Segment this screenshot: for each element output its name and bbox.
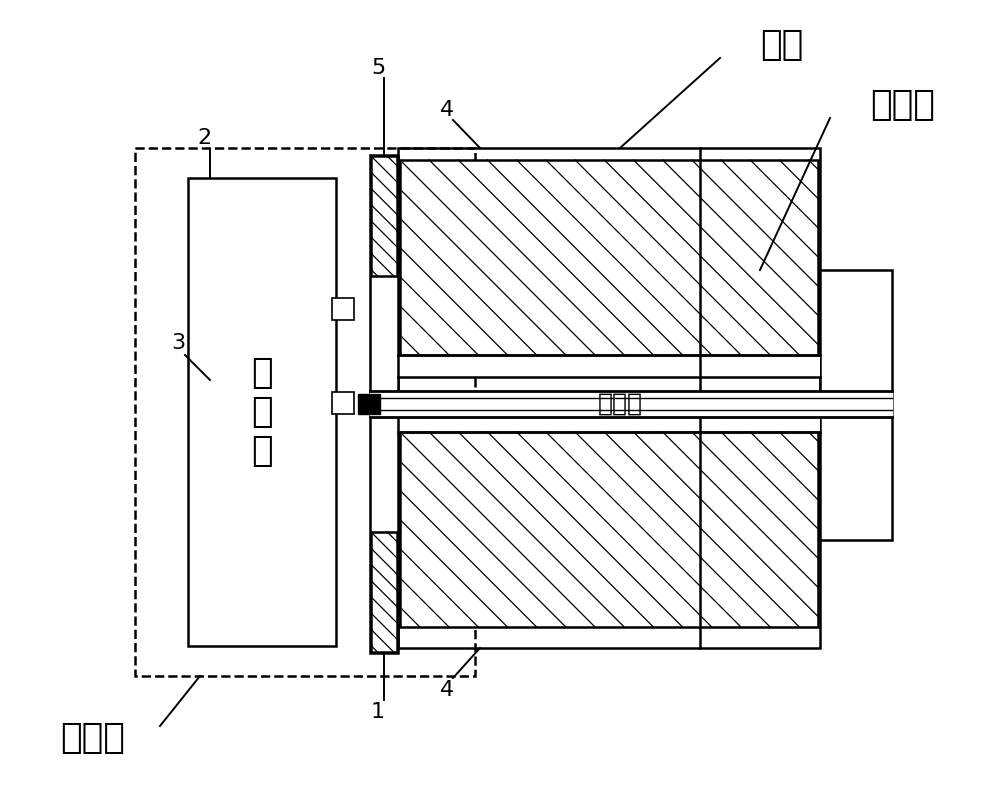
Bar xyxy=(398,355,820,377)
Bar xyxy=(135,148,475,676)
Text: 电
路
板: 电 路 板 xyxy=(251,355,273,468)
Bar xyxy=(400,432,818,627)
Bar xyxy=(371,532,397,652)
Bar xyxy=(332,298,354,320)
Text: 1: 1 xyxy=(371,702,385,722)
Bar xyxy=(332,392,354,414)
Bar xyxy=(358,394,380,414)
Bar xyxy=(188,178,336,646)
Bar xyxy=(400,160,818,355)
Text: 减速器: 减速器 xyxy=(870,88,935,122)
Bar xyxy=(371,156,397,276)
Text: 5: 5 xyxy=(371,58,385,78)
Text: 电机: 电机 xyxy=(760,28,803,62)
Bar xyxy=(371,532,397,652)
Bar xyxy=(398,148,820,648)
Text: 2: 2 xyxy=(197,128,211,148)
Text: 4: 4 xyxy=(440,680,454,700)
Text: 中空轴: 中空轴 xyxy=(598,392,642,416)
Bar xyxy=(370,155,398,653)
Bar xyxy=(371,156,397,276)
Bar xyxy=(400,160,818,355)
Bar xyxy=(820,270,892,540)
Text: 3: 3 xyxy=(171,333,185,353)
Text: 驱动器: 驱动器 xyxy=(60,721,125,755)
Bar xyxy=(400,432,818,627)
Bar xyxy=(398,406,820,432)
Text: 4: 4 xyxy=(440,100,454,120)
